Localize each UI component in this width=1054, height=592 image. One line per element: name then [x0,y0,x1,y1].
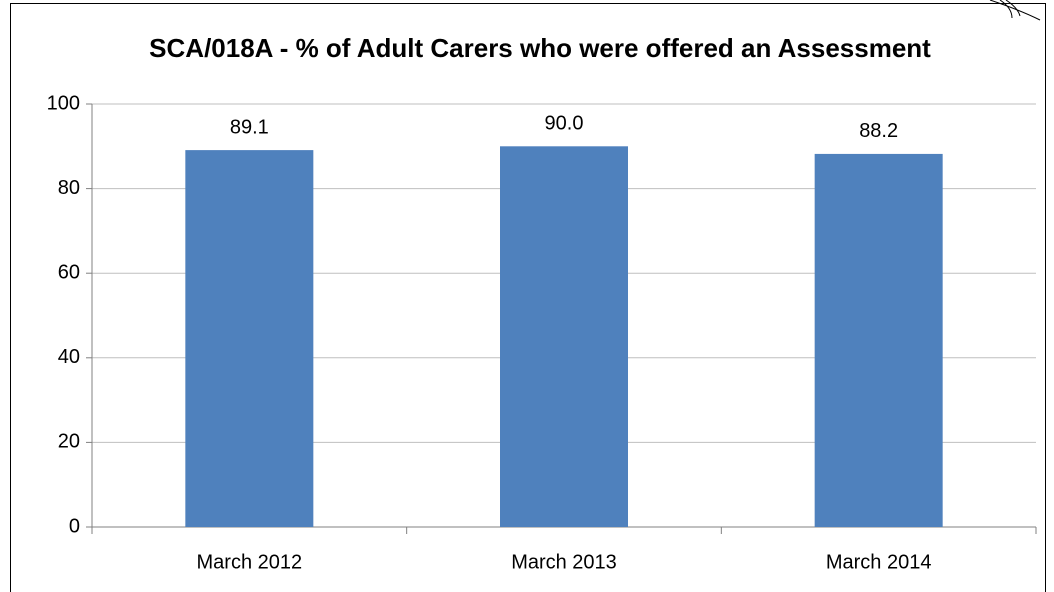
y-tick-label: 0 [69,515,80,537]
value-label: 90.0 [545,113,584,135]
bar [814,153,943,527]
chart-title: SCA/018A - % of Adult Carers who were of… [149,33,931,63]
bar [500,146,628,528]
y-tick-label: 60 [58,261,80,283]
x-tick-label: March 2013 [511,551,617,573]
value-label: 88.2 [859,120,898,142]
bar [185,150,314,527]
decoration [1005,0,1021,17]
y-tick-label: 20 [58,431,80,453]
y-tick-label: 40 [58,346,80,368]
y-tick-label: 100 [47,92,80,114]
value-label: 89.1 [230,116,269,138]
x-tick-label: March 2012 [197,551,303,573]
x-tick-label: March 2014 [826,551,932,573]
decoration [999,0,1013,19]
y-tick-label: 80 [58,177,80,199]
